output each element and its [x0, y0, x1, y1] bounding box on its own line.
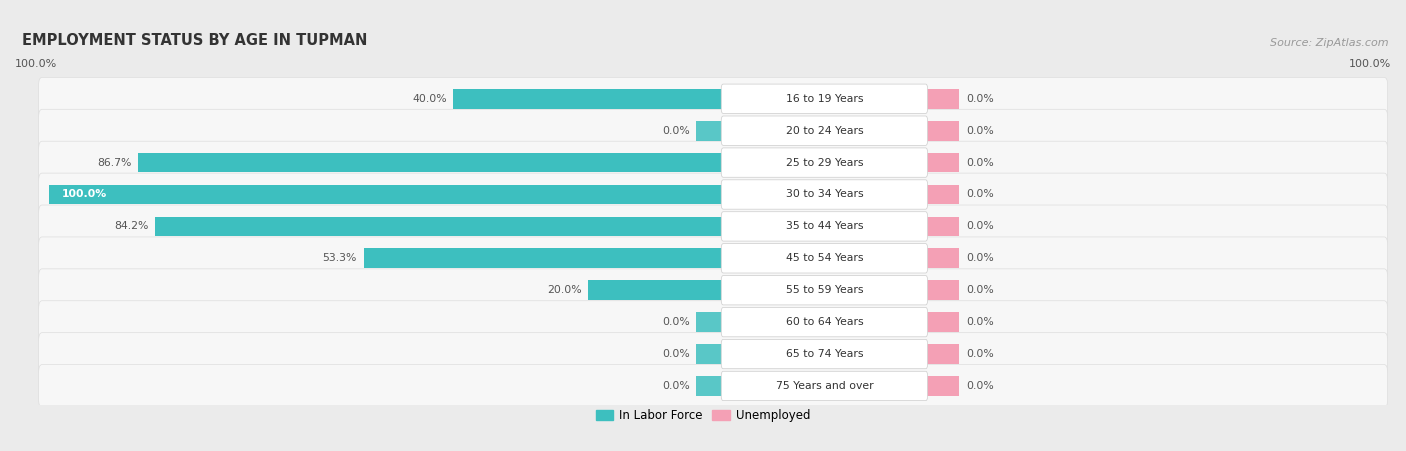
- Bar: [925, 153, 959, 172]
- FancyBboxPatch shape: [721, 339, 928, 369]
- Text: 20.0%: 20.0%: [547, 285, 582, 295]
- Bar: [155, 216, 723, 236]
- FancyBboxPatch shape: [721, 212, 928, 241]
- Bar: [49, 184, 723, 204]
- Bar: [696, 312, 723, 332]
- Text: 0.0%: 0.0%: [966, 221, 994, 231]
- Text: 84.2%: 84.2%: [114, 221, 149, 231]
- FancyBboxPatch shape: [721, 244, 928, 273]
- Text: 86.7%: 86.7%: [97, 157, 132, 168]
- Legend: In Labor Force, Unemployed: In Labor Force, Unemployed: [591, 404, 815, 427]
- Text: 0.0%: 0.0%: [966, 189, 994, 199]
- Text: 0.0%: 0.0%: [966, 349, 994, 359]
- Text: 25 to 29 Years: 25 to 29 Years: [786, 157, 863, 168]
- FancyBboxPatch shape: [38, 237, 1388, 280]
- FancyBboxPatch shape: [38, 141, 1388, 184]
- Text: 0.0%: 0.0%: [966, 126, 994, 136]
- Text: 0.0%: 0.0%: [662, 317, 689, 327]
- Text: 65 to 74 Years: 65 to 74 Years: [786, 349, 863, 359]
- Bar: [453, 89, 723, 109]
- Bar: [696, 344, 723, 364]
- Bar: [925, 312, 959, 332]
- Text: 53.3%: 53.3%: [322, 253, 357, 263]
- FancyBboxPatch shape: [721, 276, 928, 305]
- FancyBboxPatch shape: [721, 148, 928, 177]
- Text: 100.0%: 100.0%: [1348, 59, 1391, 69]
- Text: 100.0%: 100.0%: [15, 59, 58, 69]
- Bar: [925, 216, 959, 236]
- FancyBboxPatch shape: [721, 84, 928, 114]
- Text: 0.0%: 0.0%: [662, 381, 689, 391]
- Text: 100.0%: 100.0%: [62, 189, 107, 199]
- FancyBboxPatch shape: [38, 173, 1388, 216]
- Bar: [696, 376, 723, 396]
- Text: EMPLOYMENT STATUS BY AGE IN TUPMAN: EMPLOYMENT STATUS BY AGE IN TUPMAN: [22, 33, 367, 48]
- FancyBboxPatch shape: [721, 371, 928, 400]
- Text: 0.0%: 0.0%: [966, 285, 994, 295]
- FancyBboxPatch shape: [721, 116, 928, 145]
- Text: 0.0%: 0.0%: [966, 317, 994, 327]
- FancyBboxPatch shape: [38, 364, 1388, 407]
- Text: 55 to 59 Years: 55 to 59 Years: [786, 285, 863, 295]
- Text: 0.0%: 0.0%: [662, 349, 689, 359]
- Bar: [925, 184, 959, 204]
- FancyBboxPatch shape: [38, 301, 1388, 344]
- Text: 45 to 54 Years: 45 to 54 Years: [786, 253, 863, 263]
- Bar: [925, 376, 959, 396]
- Text: 60 to 64 Years: 60 to 64 Years: [786, 317, 863, 327]
- FancyBboxPatch shape: [38, 109, 1388, 152]
- Text: 30 to 34 Years: 30 to 34 Years: [786, 189, 863, 199]
- Text: 35 to 44 Years: 35 to 44 Years: [786, 221, 863, 231]
- Bar: [925, 281, 959, 300]
- Text: 16 to 19 Years: 16 to 19 Years: [786, 94, 863, 104]
- Text: 40.0%: 40.0%: [412, 94, 447, 104]
- Bar: [925, 249, 959, 268]
- Text: Source: ZipAtlas.com: Source: ZipAtlas.com: [1270, 38, 1388, 48]
- FancyBboxPatch shape: [38, 333, 1388, 375]
- Bar: [138, 153, 723, 172]
- Text: 0.0%: 0.0%: [966, 94, 994, 104]
- FancyBboxPatch shape: [38, 205, 1388, 248]
- Text: 0.0%: 0.0%: [662, 126, 689, 136]
- Bar: [696, 121, 723, 141]
- FancyBboxPatch shape: [721, 308, 928, 337]
- FancyBboxPatch shape: [38, 269, 1388, 312]
- Bar: [588, 281, 723, 300]
- Bar: [925, 121, 959, 141]
- Bar: [925, 344, 959, 364]
- FancyBboxPatch shape: [38, 78, 1388, 120]
- FancyBboxPatch shape: [721, 180, 928, 209]
- Bar: [925, 89, 959, 109]
- Text: 75 Years and over: 75 Years and over: [776, 381, 873, 391]
- Bar: [364, 249, 723, 268]
- Text: 0.0%: 0.0%: [966, 253, 994, 263]
- Text: 0.0%: 0.0%: [966, 381, 994, 391]
- Text: 20 to 24 Years: 20 to 24 Years: [786, 126, 863, 136]
- Text: 0.0%: 0.0%: [966, 157, 994, 168]
